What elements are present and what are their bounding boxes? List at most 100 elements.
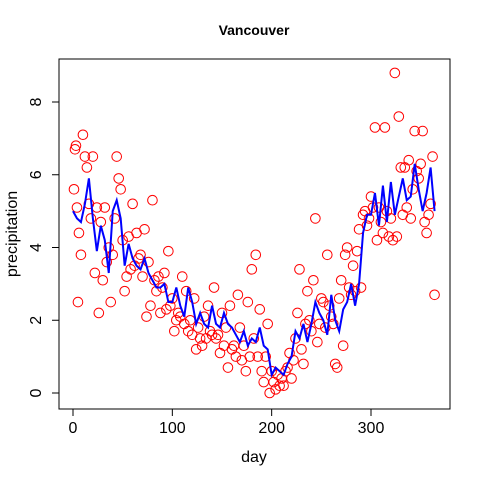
scatter-point: [423, 209, 434, 221]
scatter-point: [254, 304, 266, 315]
scatter-point: [153, 271, 164, 282]
scatter-point: [190, 344, 202, 355]
scatter-point: [296, 344, 307, 355]
scatter-point: [68, 184, 80, 195]
scatter-point: [89, 267, 101, 279]
scatter-point: [212, 329, 224, 341]
scatter-point: [70, 140, 82, 151]
scatter-point: [141, 311, 152, 322]
scatter-point: [109, 213, 121, 224]
scatter-point: [256, 365, 268, 377]
y-tick-label: 4: [28, 243, 45, 252]
scatter-point: [206, 329, 218, 341]
scatter-points-layer: [68, 67, 440, 399]
scatter-point: [302, 285, 313, 297]
scatter-point: [121, 271, 132, 282]
scatter-point: [298, 358, 309, 370]
scatter-point: [329, 358, 341, 370]
scatter-point: [188, 293, 200, 304]
scatter-point: [387, 234, 399, 246]
scatter-point: [192, 322, 204, 333]
y-axis-ticks: 0 2 4 6 8: [28, 97, 59, 397]
scatter-point: [77, 129, 89, 141]
scatter-point: [375, 216, 387, 228]
scatter-point: [421, 227, 432, 239]
scatter-point: [339, 249, 351, 261]
x-tick-label: 300: [358, 420, 385, 437]
scatter-point: [226, 344, 238, 355]
scatter-point: [97, 274, 109, 286]
scatter-point: [341, 242, 353, 253]
scatter-point: [115, 184, 126, 195]
y-tick-label: 8: [28, 97, 45, 106]
scatter-point: [308, 274, 319, 286]
scatter-point: [331, 362, 343, 373]
scatter-point: [127, 198, 138, 210]
scatter-point: [383, 231, 395, 242]
x-tick-label: 100: [159, 420, 186, 437]
scatter-point: [176, 271, 188, 282]
smooth-curve: [72, 163, 436, 378]
scatter-point: [294, 264, 305, 275]
scatter-point: [377, 227, 389, 239]
scatter-point: [73, 227, 85, 239]
scatter-point: [87, 151, 99, 162]
scatter-point: [264, 387, 275, 399]
scatter-point: [155, 307, 166, 319]
scatter-point: [85, 213, 97, 224]
scatter-point: [250, 249, 262, 261]
x-tick-label: 0: [69, 420, 78, 437]
scatter-point: [262, 318, 273, 330]
scatter-point: [316, 293, 327, 304]
scatter-point: [113, 173, 124, 184]
scatter-point: [119, 285, 130, 297]
scatter-point: [248, 333, 260, 344]
scatter-point: [292, 307, 303, 319]
scatter-point: [232, 289, 244, 301]
scatter-point: [234, 322, 246, 333]
scatter-point: [159, 267, 170, 279]
scatter-point: [228, 340, 240, 352]
scatter-point: [333, 293, 345, 304]
scatter-point: [274, 380, 285, 392]
scatter-point: [139, 224, 150, 235]
scatter-point: [230, 351, 242, 362]
scatter-point: [95, 216, 107, 228]
scatter-point: [214, 347, 226, 359]
scatter-point: [371, 234, 383, 246]
scatter-point: [107, 249, 119, 261]
scatter-point: [286, 373, 297, 384]
y-tick-label: 2: [28, 316, 45, 325]
scatter-point: [252, 351, 264, 362]
y-tick-label: 0: [28, 388, 45, 397]
scatter-point: [419, 216, 430, 228]
scatter-point: [345, 289, 357, 301]
scatter-point: [81, 162, 93, 173]
scatter-point: [71, 202, 83, 213]
scatter-point: [242, 296, 254, 308]
x-axis-ticks: 0 100 200 300: [69, 409, 385, 437]
scatter-point: [222, 362, 234, 373]
scatter-point: [389, 67, 401, 79]
scatter-point: [161, 304, 172, 315]
scatter-point: [425, 198, 436, 210]
y-axis-label: precipitation: [4, 191, 21, 277]
scatter-point: [169, 325, 180, 337]
scatter-point: [246, 264, 258, 275]
scatter-point: [335, 274, 347, 286]
scatter-point: [244, 351, 256, 362]
scatter-point: [208, 282, 220, 293]
scatter-point: [429, 289, 440, 301]
scatter-point: [135, 249, 146, 261]
scatter-point: [415, 158, 426, 170]
scatter-point: [72, 296, 84, 308]
scatter-point: [194, 333, 206, 344]
scatter-point: [210, 333, 222, 344]
scatter-point: [240, 365, 252, 377]
scatter-point: [321, 249, 333, 261]
scatter-point: [93, 307, 105, 319]
scatter-point: [125, 264, 136, 275]
y-tick-label: 6: [28, 170, 45, 179]
